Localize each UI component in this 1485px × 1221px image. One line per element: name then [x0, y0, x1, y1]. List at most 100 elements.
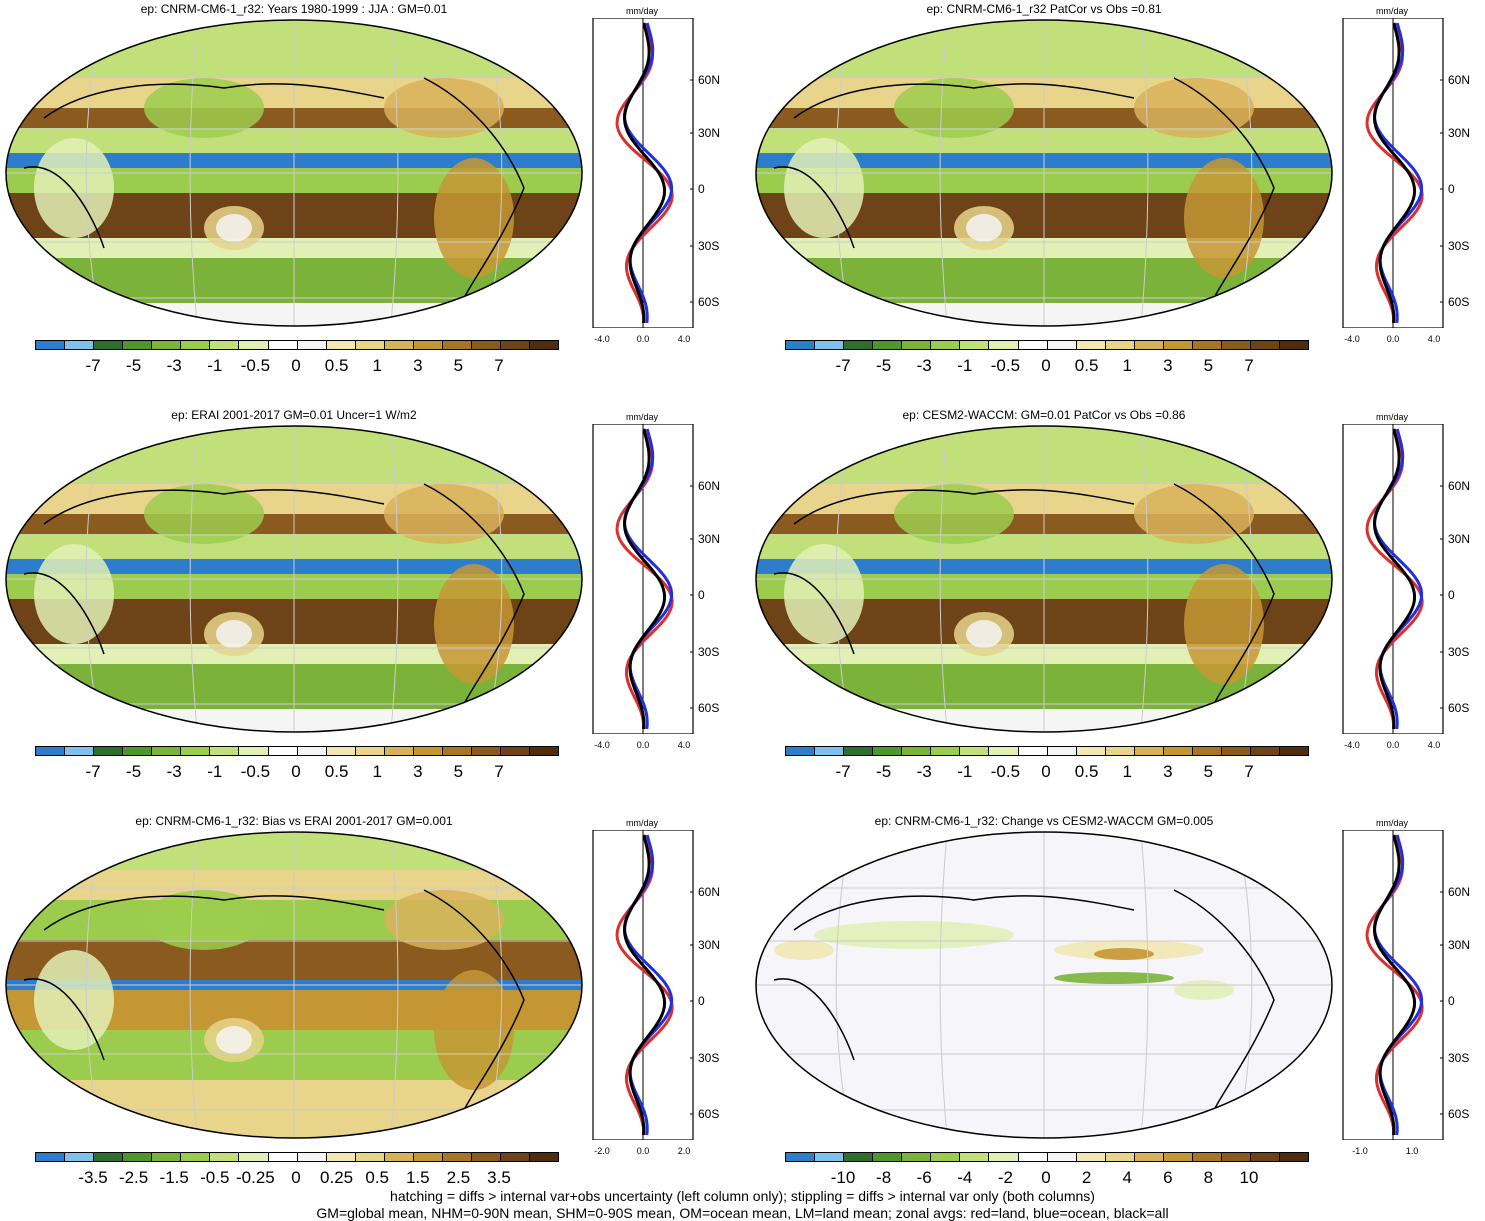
lat-label: 30N [698, 532, 721, 546]
colorbar-swatch [413, 747, 443, 755]
colorbar-swatch [1280, 341, 1309, 349]
colorbar-swatch [1047, 747, 1077, 755]
colorbar-label: 5 [1203, 356, 1214, 375]
colorbar-swatch [902, 747, 932, 755]
lat-label: 60S [698, 701, 720, 715]
colorbar-swatch [1076, 341, 1106, 349]
colorbar-swatch [530, 1153, 559, 1161]
colorbar [35, 1152, 559, 1162]
colorbar-swatch [268, 341, 298, 349]
colorbar-label: 0 [1041, 762, 1051, 781]
colorbar-swatch [989, 1153, 1019, 1161]
colorbar-swatch [181, 1153, 211, 1161]
map [5, 425, 583, 733]
colorbar-swatch [1221, 1153, 1251, 1161]
map [755, 831, 1333, 1139]
colorbar-swatch [123, 341, 153, 349]
zonal-unit: mm/day [625, 818, 659, 828]
colorbar-swatch [413, 341, 443, 349]
map-title: ep: CESM2-WACCM: GM=0.01 PatCor vs Obs =… [902, 408, 1186, 422]
colorbar-label: -5 [126, 762, 142, 781]
colorbar-label: 0.5 [324, 762, 349, 781]
colorbar-swatch [931, 747, 961, 755]
colorbar [785, 1152, 1309, 1162]
colorbar-label: 10 [1239, 1168, 1259, 1187]
colorbar-swatch [1076, 1153, 1106, 1161]
colorbar-swatch [471, 1153, 501, 1161]
colorbar-label: 0.5 [365, 1168, 390, 1187]
colorbar-label: -3.5 [78, 1168, 108, 1187]
lat-label: 60N [698, 479, 721, 493]
zonal-x-tick: -4.0 [594, 334, 610, 344]
zonal-mean-plot [1342, 830, 1444, 1140]
lat-label: 30S [698, 645, 720, 659]
colorbar-swatch [902, 1153, 932, 1161]
colorbar-swatch [268, 747, 298, 755]
zonal-x-tick: 0.0 [1386, 740, 1400, 750]
zonal-mean-plot [1342, 424, 1444, 734]
colorbar-swatch [181, 747, 211, 755]
colorbar-swatch [1192, 747, 1222, 755]
colorbar-swatch [65, 341, 95, 349]
colorbar-label: -1 [207, 762, 223, 781]
lat-label: 60N [1448, 885, 1471, 899]
colorbar-label: -3 [916, 356, 932, 375]
colorbar-swatch [1251, 341, 1281, 349]
colorbar-label: 0 [1041, 1168, 1051, 1187]
lat-label: 60N [698, 73, 721, 87]
colorbar-swatch [94, 747, 124, 755]
panel-5: ep: CNRM-CM6-1_r32: Bias vs ERAI 2001-20… [0, 812, 735, 1212]
colorbar-swatch [960, 341, 990, 349]
colorbar-label: 4 [1122, 1168, 1132, 1187]
colorbar-label: -5 [876, 356, 892, 375]
colorbar-label: 1 [1122, 356, 1132, 375]
colorbar-swatch [530, 341, 559, 349]
zonal-unit: mm/day [1375, 818, 1409, 828]
lat-label: 30S [698, 239, 720, 253]
colorbar-swatch [501, 747, 531, 755]
colorbar-swatch [873, 341, 903, 349]
zonal-x-tick: 4.0 [1427, 334, 1441, 344]
colorbar-label: 3 [1163, 356, 1173, 375]
colorbar-label: 3.5 [487, 1168, 511, 1187]
colorbar-swatch [152, 747, 182, 755]
colorbar-swatch [1163, 747, 1193, 755]
colorbar-swatch [786, 341, 816, 349]
lat-label: 60N [698, 885, 721, 899]
colorbar-label: -10 [830, 1168, 856, 1187]
colorbar-swatch [873, 1153, 903, 1161]
colorbar-swatch [355, 341, 385, 349]
colorbar-swatch [1280, 747, 1309, 755]
colorbar-swatch [94, 1153, 124, 1161]
colorbar-label: -7 [85, 762, 101, 781]
colorbar-swatch [873, 747, 903, 755]
colorbar-label: -3 [166, 762, 182, 781]
colorbar-swatch [530, 747, 559, 755]
colorbar-swatch [1192, 341, 1222, 349]
colorbar-label: 0 [291, 356, 301, 375]
lat-label: 60N [1448, 479, 1471, 493]
map-title: ep: CNRM-CM6-1_r32: Change vs CESM2-WACC… [874, 814, 1214, 828]
colorbar-swatch [1163, 341, 1193, 349]
zonal-x-tick: 1.0 [1405, 1146, 1419, 1156]
map [5, 19, 583, 327]
colorbar-label: 7 [1244, 356, 1254, 375]
panel-6: ep: CNRM-CM6-1_r32: Change vs CESM2-WACC… [750, 812, 1485, 1212]
colorbar-swatch [123, 747, 153, 755]
colorbar-label: 3 [413, 762, 423, 781]
colorbar-swatch [1047, 1153, 1077, 1161]
colorbar-swatch [471, 341, 501, 349]
lat-label: 30S [1448, 1051, 1470, 1065]
colorbar-label: 2 [1081, 1168, 1092, 1187]
colorbar [35, 340, 559, 350]
colorbar-label: -7 [835, 356, 851, 375]
footer-line-2: GM=global mean, NHM=0-90N mean, SHM=0-90… [316, 1205, 1169, 1221]
colorbar-swatch [931, 341, 961, 349]
colorbar-swatch [268, 1153, 298, 1161]
zonal-unit: mm/day [1375, 6, 1409, 16]
colorbar-swatch [1251, 747, 1281, 755]
colorbar [785, 746, 1309, 756]
map-title: ep: CNRM-CM6-1_r32 PatCor vs Obs =0.81 [926, 2, 1162, 16]
zonal-x-tick: -4.0 [1344, 334, 1360, 344]
zonal-x-tick: 2.0 [677, 1146, 691, 1156]
